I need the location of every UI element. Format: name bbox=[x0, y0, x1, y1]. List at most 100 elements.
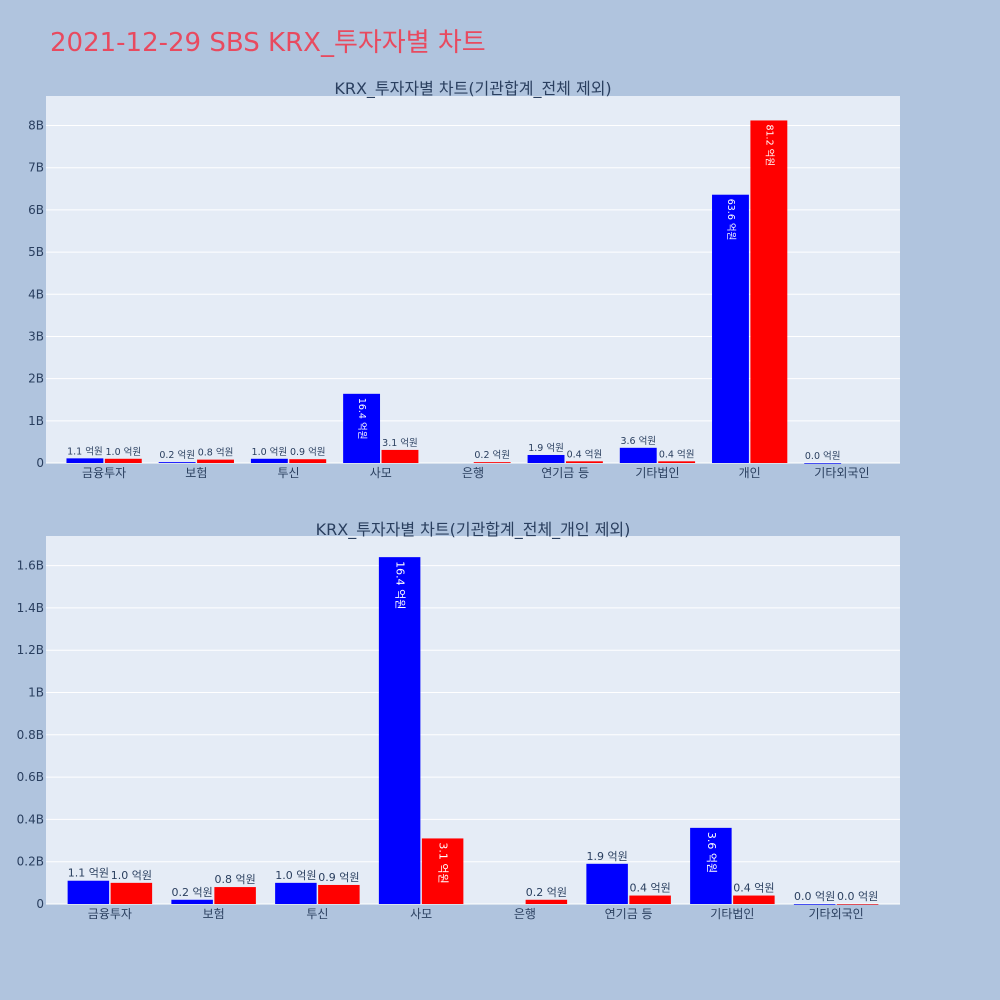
data-label: 63.6 억원 bbox=[725, 199, 737, 241]
bar bbox=[381, 449, 419, 463]
data-label: 1.0 억원 bbox=[252, 446, 288, 458]
data-label: 16.4 억원 bbox=[394, 561, 407, 609]
bar bbox=[171, 899, 213, 904]
x-tick-label: 투신 bbox=[278, 466, 300, 480]
data-label: 0.0 억원 bbox=[805, 450, 841, 462]
y-tick-label: 0.8B bbox=[17, 728, 44, 742]
bar bbox=[586, 863, 628, 904]
x-tick-label: 기타법인 bbox=[710, 907, 754, 921]
bar bbox=[158, 462, 196, 463]
x-tick-label: 투신 bbox=[306, 907, 328, 921]
plot-area bbox=[46, 536, 900, 904]
bar bbox=[473, 462, 511, 463]
data-label: 0.9 억원 bbox=[290, 446, 326, 458]
data-label: 0.0 억원 bbox=[837, 890, 878, 903]
x-tick-label: 사모 bbox=[370, 466, 392, 480]
bar bbox=[275, 882, 317, 904]
x-tick-label: 금융투자 bbox=[82, 466, 126, 480]
bar bbox=[804, 463, 842, 464]
data-label: 1.1 억원 bbox=[68, 867, 109, 880]
x-tick-label: 연기금 등 bbox=[541, 466, 589, 480]
bar bbox=[250, 458, 288, 463]
y-tick-label: 1.2B bbox=[17, 643, 44, 657]
y-tick-label: 0.4B bbox=[17, 812, 44, 826]
bar bbox=[66, 458, 104, 463]
x-tick-label: 보험 bbox=[203, 907, 225, 921]
x-tick-label: 기타법인 bbox=[635, 466, 679, 480]
bar bbox=[289, 459, 327, 463]
y-tick-label: 0.6B bbox=[17, 770, 44, 784]
y-tick-label: 0.2B bbox=[17, 855, 44, 869]
bar bbox=[733, 895, 775, 904]
bar bbox=[110, 882, 153, 904]
y-tick-label: 7B bbox=[28, 161, 44, 175]
bar bbox=[712, 194, 749, 464]
bar bbox=[629, 895, 671, 904]
chart-title: KRX_투자자별 차트(기관합계_전체 제외) bbox=[334, 79, 611, 99]
bar bbox=[565, 461, 603, 463]
x-tick-label: 개인 bbox=[739, 466, 761, 480]
data-label: 1.1 억원 bbox=[67, 445, 103, 457]
bar bbox=[421, 838, 464, 904]
y-tick-label: 6B bbox=[28, 203, 44, 217]
data-label: 81.2 억원 bbox=[763, 124, 775, 166]
data-label: 3.1 억원 bbox=[382, 437, 418, 449]
data-label: 0.2 억원 bbox=[526, 886, 567, 899]
data-label: 0.8 억원 bbox=[198, 447, 234, 459]
bar bbox=[104, 458, 142, 463]
y-tick-label: 1B bbox=[28, 414, 44, 428]
bar bbox=[658, 461, 696, 463]
bar bbox=[67, 880, 110, 904]
x-tick-label: 보험 bbox=[185, 466, 207, 480]
data-label: 1.0 억원 bbox=[111, 869, 152, 882]
bar bbox=[197, 459, 234, 463]
data-label: 1.0 억원 bbox=[275, 869, 316, 882]
y-tick-label: 5B bbox=[28, 245, 44, 259]
data-label: 0.0 억원 bbox=[794, 890, 835, 903]
y-tick-label: 3B bbox=[28, 329, 44, 343]
bar bbox=[690, 827, 732, 904]
data-label: 3.1 억원 bbox=[437, 842, 450, 883]
bar bbox=[750, 120, 788, 463]
data-label: 0.4 억원 bbox=[630, 882, 671, 895]
y-tick-label: 2B bbox=[28, 372, 44, 386]
bar bbox=[525, 899, 568, 904]
data-label: 1.0 억원 bbox=[106, 446, 142, 458]
bar bbox=[836, 904, 879, 905]
y-tick-label: 0 bbox=[36, 897, 44, 911]
y-tick-label: 0 bbox=[36, 456, 44, 470]
x-tick-label: 기타외국인 bbox=[814, 466, 869, 480]
data-label: 0.9 억원 bbox=[318, 871, 359, 884]
bar bbox=[527, 454, 565, 463]
bar bbox=[343, 393, 381, 463]
data-label: 1.9 억원 bbox=[587, 850, 628, 863]
data-label: 3.6 억원 bbox=[620, 435, 656, 447]
data-label: 0.4 억원 bbox=[733, 882, 774, 895]
page-title: 2021-12-29 SBS KRX_투자자별 차트 bbox=[50, 28, 486, 58]
data-label: 16.4 억원 bbox=[356, 398, 368, 440]
y-tick-label: 1.6B bbox=[17, 559, 44, 573]
y-tick-label: 4B bbox=[28, 287, 44, 301]
x-tick-label: 사모 bbox=[410, 907, 432, 921]
bar bbox=[214, 887, 256, 904]
x-tick-label: 연기금 등 bbox=[605, 907, 653, 921]
y-tick-label: 1B bbox=[28, 686, 44, 700]
x-tick-label: 기타외국인 bbox=[809, 907, 864, 921]
y-tick-label: 8B bbox=[28, 119, 44, 133]
x-tick-label: 은행 bbox=[514, 906, 536, 921]
bar bbox=[318, 884, 360, 904]
data-label: 3.6 억원 bbox=[705, 832, 718, 873]
bar bbox=[378, 557, 421, 904]
bar bbox=[619, 447, 657, 463]
data-label: 1.9 억원 bbox=[528, 442, 564, 454]
data-label: 0.4 억원 bbox=[567, 448, 603, 460]
y-tick-label: 1.4B bbox=[17, 601, 44, 615]
chart-title: KRX_투자자별 차트(기관합계_전체_개인 제외) bbox=[316, 520, 631, 540]
data-label: 0.2 억원 bbox=[159, 449, 195, 461]
data-label: 0.2 억원 bbox=[172, 886, 213, 899]
data-label: 0.4 억원 bbox=[659, 448, 695, 460]
bar bbox=[793, 904, 836, 905]
x-tick-label: 은행 bbox=[462, 465, 484, 480]
x-tick-label: 금융투자 bbox=[88, 907, 132, 921]
